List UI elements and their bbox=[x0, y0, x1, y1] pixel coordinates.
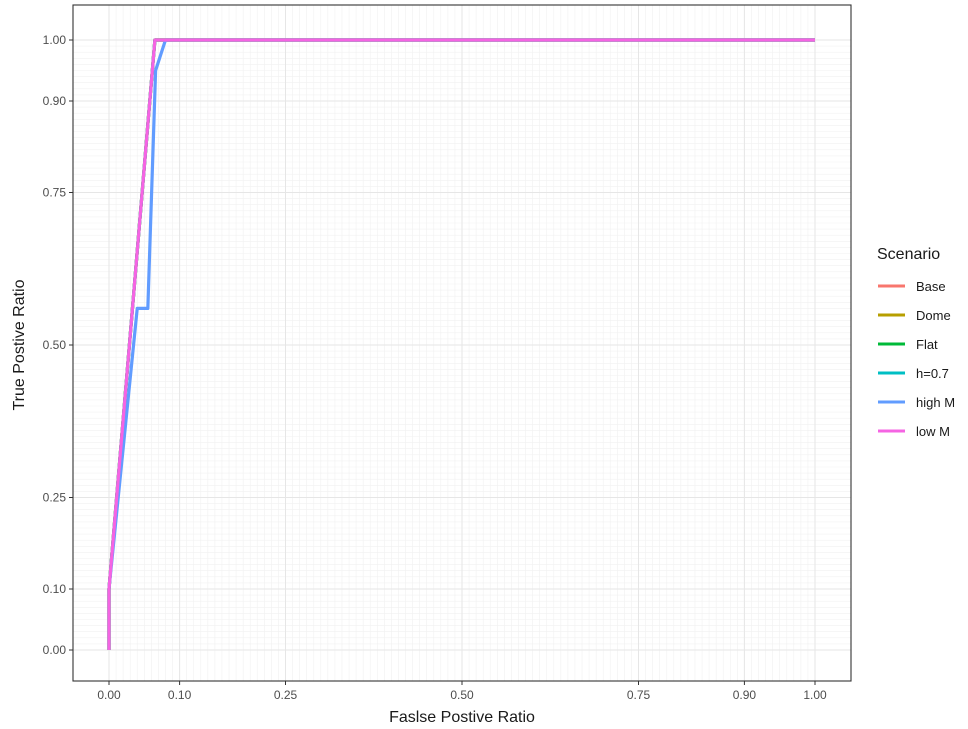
legend-label: h=0.7 bbox=[916, 366, 949, 381]
x-tick-label: 0.25 bbox=[274, 688, 298, 702]
legend-label: high M bbox=[916, 395, 955, 410]
x-tick-label: 0.10 bbox=[168, 688, 192, 702]
x-tick-label: 0.00 bbox=[97, 688, 121, 702]
y-tick-label: 0.00 bbox=[43, 643, 67, 657]
grid-layer bbox=[73, 5, 851, 681]
y-axis-title: True Postive Ratio bbox=[11, 279, 28, 410]
series-layer bbox=[107, 38, 815, 650]
x-tick-label: 0.50 bbox=[450, 688, 474, 702]
legend-label: Base bbox=[916, 279, 946, 294]
x-axis: 0.00 0.10 0.25 0.50 0.75 0.90 1.00 bbox=[97, 681, 827, 702]
x-tick-label: 0.90 bbox=[733, 688, 757, 702]
legend: Scenario Base Dome Flat h=0.7 high M low M bbox=[877, 246, 955, 439]
y-tick-label: 0.90 bbox=[43, 94, 67, 108]
x-tick-label: 0.75 bbox=[627, 688, 651, 702]
legend-label: Dome bbox=[916, 308, 951, 323]
y-tick-label: 0.50 bbox=[43, 338, 67, 352]
legend-title: Scenario bbox=[877, 246, 940, 263]
legend-label: Flat bbox=[916, 337, 938, 352]
series-line-low-m bbox=[107, 38, 815, 650]
y-tick-label: 0.10 bbox=[43, 582, 67, 596]
legend-items: Base Dome Flat h=0.7 high M low M bbox=[878, 279, 955, 439]
legend-label: low M bbox=[916, 424, 950, 439]
x-tick-label: 1.00 bbox=[803, 688, 827, 702]
y-axis: 0.00 0.10 0.25 0.50 0.75 0.90 1.00 bbox=[43, 33, 73, 657]
y-tick-label: 0.25 bbox=[43, 491, 67, 505]
x-axis-title: Faslse Postive Ratio bbox=[389, 709, 535, 726]
y-tick-label: 0.75 bbox=[43, 186, 67, 200]
y-tick-label: 1.00 bbox=[43, 33, 67, 47]
